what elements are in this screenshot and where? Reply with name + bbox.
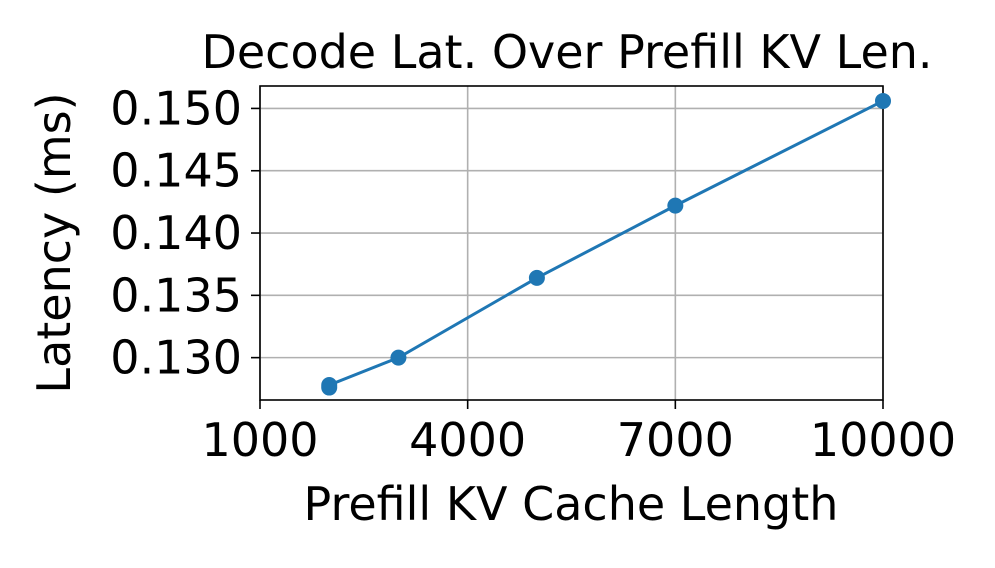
series-line-0 <box>327 99 884 388</box>
axes <box>251 85 884 409</box>
x-tick-label-3: 10000 <box>810 413 956 467</box>
y-tick-label-1: 0.135 <box>110 268 242 322</box>
y-tick-label-3: 0.145 <box>110 144 242 198</box>
data-point-5 <box>875 92 891 109</box>
chart-title: Decode Lat. Over Prefill KV Len. <box>201 25 932 79</box>
tick-labels: 1000 4000 7000 10000 0.130 0.135 0.140 0.145 0.1… <box>110 81 956 467</box>
data-point-4 <box>667 197 684 214</box>
x-axis-label: Prefill KV Cache Length <box>304 477 839 531</box>
x-tick-label-2: 7000 <box>617 413 734 467</box>
y-tick-label-0: 0.130 <box>110 331 242 385</box>
grid <box>259 86 884 400</box>
x-tick-label-0: 1000 <box>201 413 318 467</box>
x-tick-label-1: 4000 <box>409 413 526 467</box>
plot-frame <box>259 85 884 401</box>
data-point-2 <box>390 349 407 366</box>
data-point-1 <box>321 377 338 394</box>
y-tick-label-2: 0.140 <box>110 206 242 260</box>
data-point-3 <box>528 269 545 286</box>
y-tick-label-4: 0.150 <box>110 81 242 135</box>
series-layer <box>321 92 891 396</box>
y-axis-label: Latency (ms) <box>27 92 81 393</box>
